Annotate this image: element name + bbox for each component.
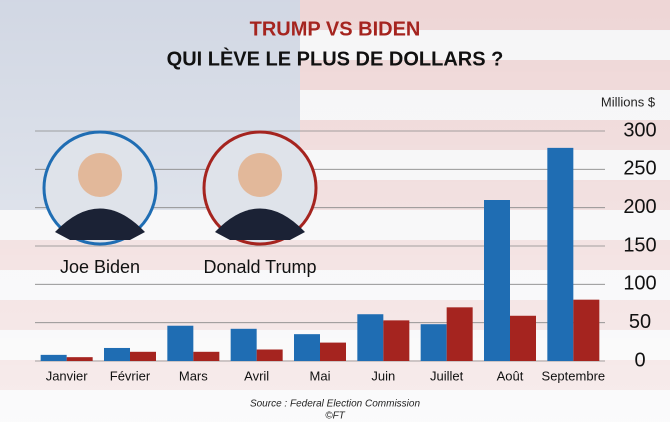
y-tick-label: 150 [623, 234, 656, 256]
x-tick-label: Mai [310, 368, 331, 383]
y-axis-label: Millions $ [601, 94, 656, 109]
bar [130, 351, 156, 361]
bar [104, 347, 130, 361]
chart-title: TRUMP VS BIDEN [250, 18, 421, 40]
bar [484, 200, 510, 361]
bar [383, 320, 410, 361]
bar [230, 328, 257, 361]
source: Source : Federal Election Commission [250, 399, 421, 410]
bar [256, 349, 283, 361]
legend-label: Donald Trump [203, 257, 316, 277]
legend-label: Joe Biden [60, 257, 140, 277]
portrait-head [238, 153, 282, 197]
bar [357, 314, 384, 361]
x-tick-label: Août [497, 368, 524, 383]
bar [573, 299, 600, 361]
bar [510, 315, 536, 361]
x-tick-label: Septembre [542, 368, 606, 383]
portrait-suit [215, 208, 305, 240]
portrait-suit [55, 208, 145, 240]
y-tick-label: 50 [629, 311, 651, 333]
bar [167, 325, 194, 361]
x-tick-label: Janvier [46, 368, 89, 383]
y-tick-label: 100 [623, 273, 656, 295]
bar [40, 354, 67, 361]
bar [294, 334, 320, 361]
x-tick-label: Février [110, 368, 151, 383]
x-tick-label: Avril [244, 368, 269, 383]
x-tick-label: Mars [179, 368, 208, 383]
bar [66, 357, 93, 361]
bar [547, 147, 574, 361]
x-tick-label: Juillet [430, 368, 464, 383]
x-tick-label: Juin [371, 368, 395, 383]
y-tick-label: 200 [623, 196, 656, 218]
credit: ©FT [325, 411, 345, 422]
bar [320, 342, 346, 361]
chart-subtitle: QUI LÈVE LE PLUS DE DOLLARS ? [167, 47, 504, 70]
bar [446, 307, 473, 361]
bar [420, 324, 447, 361]
portrait-head [78, 153, 122, 197]
bar [193, 351, 220, 361]
y-tick-label: 300 [623, 119, 656, 141]
y-tick-label: 250 [623, 158, 656, 180]
y-tick-label: 0 [634, 349, 645, 371]
